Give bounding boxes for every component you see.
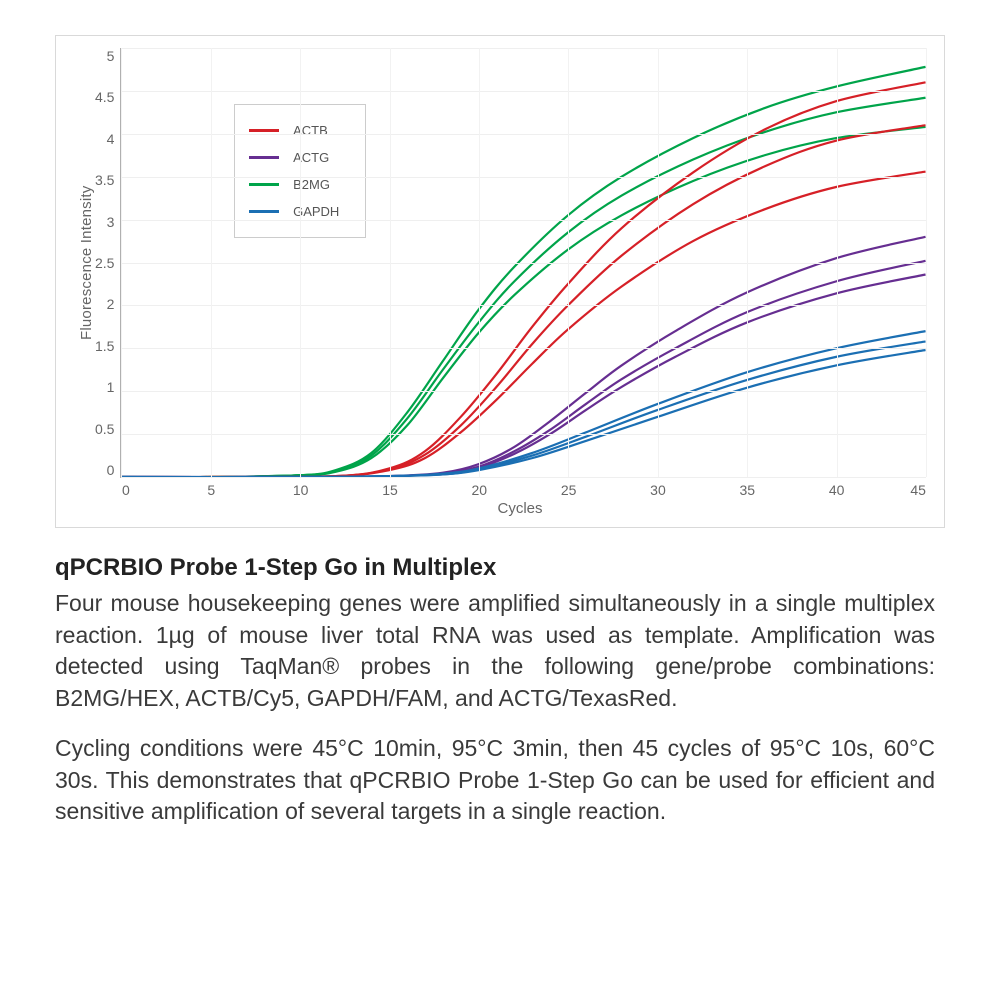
gridline-h <box>121 91 926 92</box>
x-tick-label: 5 <box>167 482 256 498</box>
y-tick-label: 1 <box>95 379 114 395</box>
legend-swatch <box>249 183 279 186</box>
x-tick-label: 15 <box>345 482 434 498</box>
x-tick-label: 20 <box>435 482 524 498</box>
gridline-v <box>121 48 122 477</box>
legend-swatch <box>249 210 279 213</box>
chart-container: Fluorescence Intensity 5 4.5 4 3.5 3 2.5 2 1.5 1… <box>55 35 945 528</box>
caption-title: qPCRBIO Probe 1-Step Go in Multiplex <box>55 554 935 582</box>
legend-swatch <box>249 129 279 132</box>
gridline-h <box>121 434 926 435</box>
plot-wrap: Fluorescence Intensity 5 4.5 4 3.5 3 2.5 2 1.5 1… <box>74 48 926 478</box>
y-axis-ticks: 5 4.5 4 3.5 3 2.5 2 1.5 1 0.5 0 <box>95 48 120 478</box>
gridline-v <box>568 48 569 477</box>
x-axis-ticks: 051015202530354045 <box>122 478 926 498</box>
legend-label: B2MG <box>293 177 330 192</box>
y-tick-label: 1.5 <box>95 338 114 354</box>
x-tick-label: 10 <box>256 482 345 498</box>
x-tick-label: 40 <box>792 482 881 498</box>
gridline-v <box>479 48 480 477</box>
y-tick-label: 4.5 <box>95 89 114 105</box>
y-tick-label: 5 <box>95 48 114 64</box>
gridline-h <box>121 48 926 49</box>
gridline-v <box>837 48 838 477</box>
x-tick-label: 45 <box>881 482 926 498</box>
gridline-v <box>926 48 927 477</box>
gridline-v <box>211 48 212 477</box>
caption-paragraph-1: Four mouse housekeeping genes were ampli… <box>55 588 935 715</box>
gridline-h <box>121 305 926 306</box>
gridline-v <box>658 48 659 477</box>
x-tick-label: 25 <box>524 482 613 498</box>
y-tick-label: 2.5 <box>95 255 114 271</box>
plot-area: ACTB ACTG B2MG GAPDH <box>120 48 926 478</box>
gridline-v <box>390 48 391 477</box>
legend-label: ACTB <box>293 123 328 138</box>
legend-item-actb: ACTB <box>249 117 339 144</box>
gridline-v <box>747 48 748 477</box>
gridline-h <box>121 348 926 349</box>
gridline-v <box>300 48 301 477</box>
legend-item-b2mg: B2MG <box>249 171 339 198</box>
legend-swatch <box>249 156 279 159</box>
y-tick-label: 3.5 <box>95 172 114 188</box>
y-tick-label: 0 <box>95 462 114 478</box>
legend-item-gapdh: GAPDH <box>249 198 339 225</box>
gridline-h <box>121 220 926 221</box>
gridline-h <box>121 391 926 392</box>
x-tick-label: 0 <box>122 482 167 498</box>
gridline-h <box>121 477 926 478</box>
caption-block: qPCRBIO Probe 1-Step Go in Multiplex Fou… <box>55 554 945 828</box>
gridline-h <box>121 177 926 178</box>
gridline-h <box>121 263 926 264</box>
y-tick-label: 0.5 <box>95 421 114 437</box>
series-actg-2 <box>121 261 926 477</box>
y-axis-label: Fluorescence Intensity <box>74 48 95 478</box>
x-tick-label: 35 <box>703 482 792 498</box>
caption-paragraph-2: Cycling conditions were 45°C 10min, 95°C… <box>55 733 935 828</box>
x-axis-label: Cycles <box>114 500 926 517</box>
legend-label: ACTG <box>293 150 329 165</box>
gridline-h <box>121 134 926 135</box>
y-tick-label: 2 <box>95 296 114 312</box>
y-tick-label: 4 <box>95 131 114 147</box>
legend-item-actg: ACTG <box>249 144 339 171</box>
x-tick-label: 30 <box>613 482 702 498</box>
y-tick-label: 3 <box>95 214 114 230</box>
